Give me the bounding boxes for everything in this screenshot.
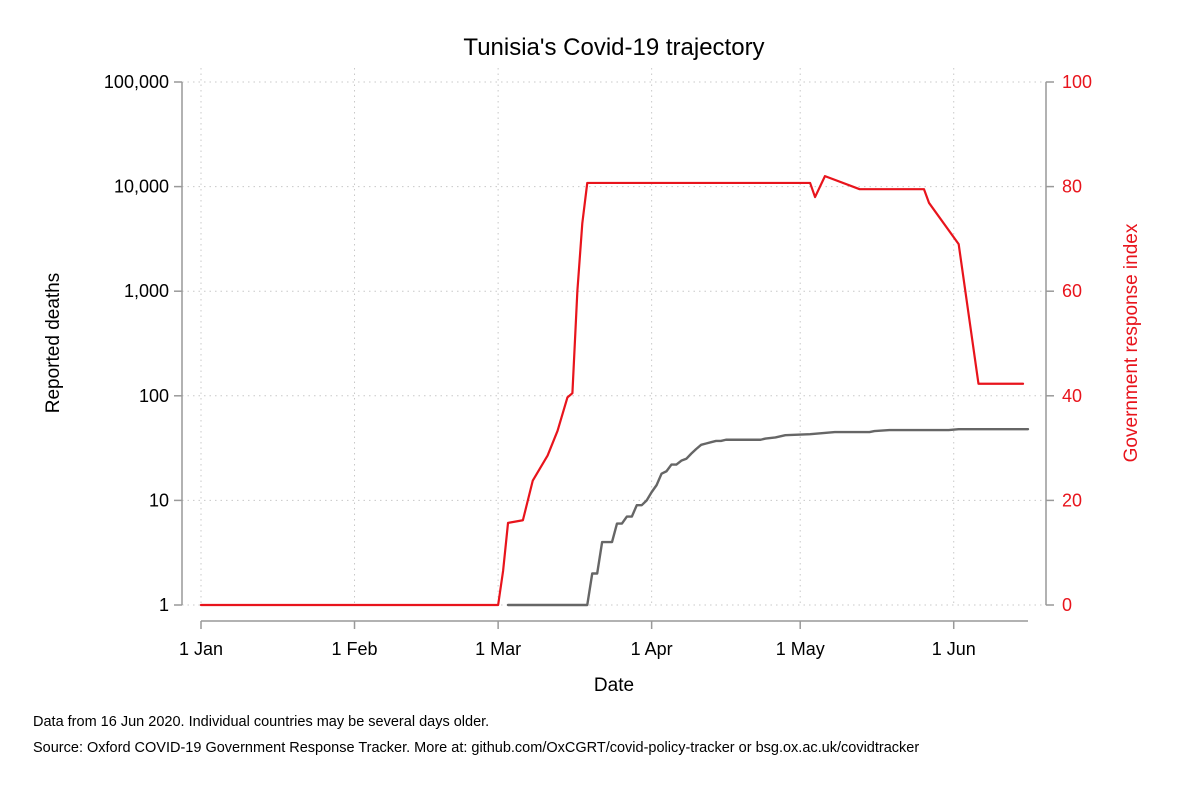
left-tick-label-1: 10 — [149, 490, 169, 510]
source-note: Source: Oxford COVID-19 Government Respo… — [33, 740, 919, 756]
x-tick-label-4: 1 May — [776, 639, 825, 659]
right-y-axis-label: Government response index — [1121, 223, 1142, 462]
left-tick-label-0: 1 — [159, 595, 169, 615]
series-layer — [199, 175, 1030, 607]
x-tick-label-1: 1 Feb — [331, 639, 377, 659]
left-tick-label-2: 100 — [139, 386, 169, 406]
x-tick-label-3: 1 Apr — [631, 639, 673, 659]
x-tick-label-0: 1 Jan — [179, 639, 223, 659]
right-tick-label-5: 100 — [1062, 72, 1092, 92]
data-date-note: Data from 16 Jun 2020. Individual countr… — [33, 714, 489, 730]
gridlines — [182, 68, 1046, 606]
right-y-ticks: 0 20 40 60 80 100 — [1046, 72, 1092, 615]
x-tick-label-2: 1 Mar — [475, 639, 521, 659]
x-axis-label: Date — [594, 675, 634, 696]
right-tick-label-0: 0 — [1062, 595, 1072, 615]
left-tick-label-3: 1,000 — [124, 281, 169, 301]
left-y-ticks: 1 10 100 1,000 10,000 100,000 — [104, 72, 182, 615]
right-tick-label-3: 60 — [1062, 281, 1082, 301]
x-tick-label-5: 1 Jun — [932, 639, 976, 659]
left-tick-label-4: 10,000 — [114, 177, 169, 197]
right-tick-label-1: 20 — [1062, 490, 1082, 510]
left-y-axis-label: Reported deaths — [43, 273, 64, 414]
left-tick-label-5: 100,000 — [104, 72, 169, 92]
chart-title: Tunisia's Covid-19 trajectory — [463, 34, 764, 61]
government-response-line — [199, 175, 1025, 607]
x-ticks: 1 Jan 1 Feb 1 Mar 1 Apr 1 May 1 Jun — [179, 621, 976, 659]
right-tick-label-4: 80 — [1062, 177, 1082, 197]
reported-deaths-line — [506, 427, 1030, 607]
right-tick-label-2: 40 — [1062, 386, 1082, 406]
